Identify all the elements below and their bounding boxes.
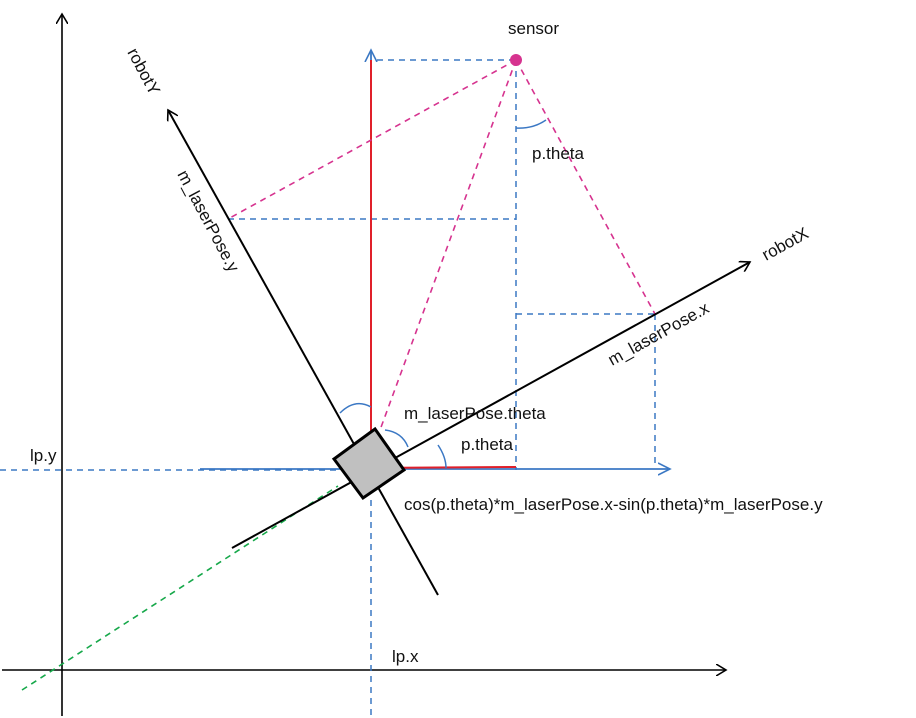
p-theta-top-label: p.theta [532, 144, 585, 163]
laser-theta-arc-right [384, 429, 409, 448]
sensor-label: sensor [508, 19, 559, 38]
magenta-sensor-to-origin [379, 59, 517, 431]
robot-x-label: robotX [759, 224, 812, 265]
lp-y-label: lp.y [30, 446, 57, 465]
p-theta-bottom-label: p.theta [461, 435, 514, 454]
p-theta-arc-top [515, 119, 547, 129]
p-theta-arc-bottom [437, 444, 447, 469]
sensor-dot [510, 54, 522, 66]
cos-formula-label: cos(p.theta)*m_laserPose.x-sin(p.theta)*… [404, 495, 823, 514]
laser-theta-arc-left [339, 402, 372, 414]
robot-x-axis [231, 262, 750, 549]
robot-body [331, 426, 407, 501]
lp-x-label: lp.x [392, 647, 419, 666]
green-dashed-line [21, 485, 339, 691]
robot-y-axis [168, 110, 439, 596]
magenta-sensor-to-x-proj [515, 59, 656, 315]
robot-y-label: robotY [123, 45, 163, 98]
laser-pose-theta-label: m_laserPose.theta [404, 404, 546, 423]
